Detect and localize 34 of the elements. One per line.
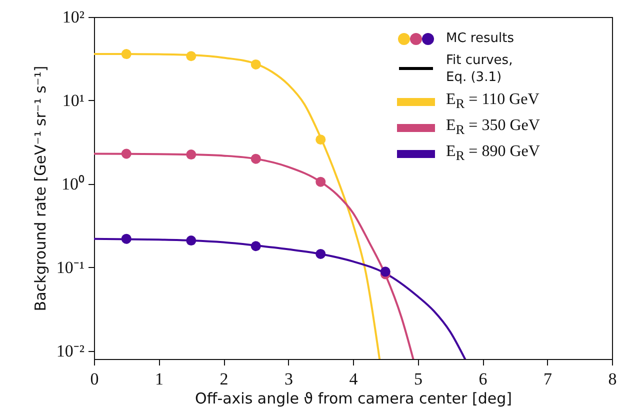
y-tick-label: 10¹ — [62, 90, 84, 110]
x-tick-label: 8 — [608, 370, 617, 388]
x-axis-title: Off-axis angle ϑ from camera center [deg] — [195, 390, 512, 408]
point — [121, 234, 132, 244]
x-tick-label: 3 — [284, 370, 293, 388]
legend-label: E$_{R}$ = 350 GeV — [446, 117, 540, 138]
x-tick-label: 0 — [90, 370, 99, 388]
y-tick-label: 10⁻² — [56, 341, 84, 360]
point — [250, 241, 261, 252]
y-axis-title: Background rate [GeV⁻¹ sr⁻¹ s⁻¹] — [31, 66, 50, 312]
x-tick-label: 1 — [155, 370, 164, 388]
point — [250, 154, 261, 164]
x-tick-label: 6 — [478, 370, 488, 388]
point — [121, 148, 132, 159]
point — [186, 236, 196, 246]
x-tick-label: 5 — [414, 370, 422, 388]
y-tick-label: 10² — [62, 8, 84, 26]
point — [380, 266, 390, 277]
y-tick-label: 10⁰ — [62, 174, 84, 194]
point — [186, 150, 196, 160]
x-tick-label: 4 — [349, 370, 358, 388]
point — [316, 134, 326, 145]
legend-label: E$_{R}$ = 110 GeV — [446, 91, 540, 112]
legend-label: MC results — [446, 30, 514, 47]
point — [316, 176, 326, 187]
legend-label: E$_{R}$ = 890 GeV — [446, 143, 540, 165]
x-tick-label: 2 — [220, 370, 228, 388]
point — [121, 49, 132, 60]
point — [316, 248, 326, 259]
y-tick-label: 10⁻¹ — [56, 258, 84, 277]
annotation: Fit curves, Eq. (3.1) — [446, 52, 513, 86]
point — [250, 59, 261, 70]
point — [186, 51, 196, 62]
x-tick-label: 7 — [544, 370, 552, 388]
